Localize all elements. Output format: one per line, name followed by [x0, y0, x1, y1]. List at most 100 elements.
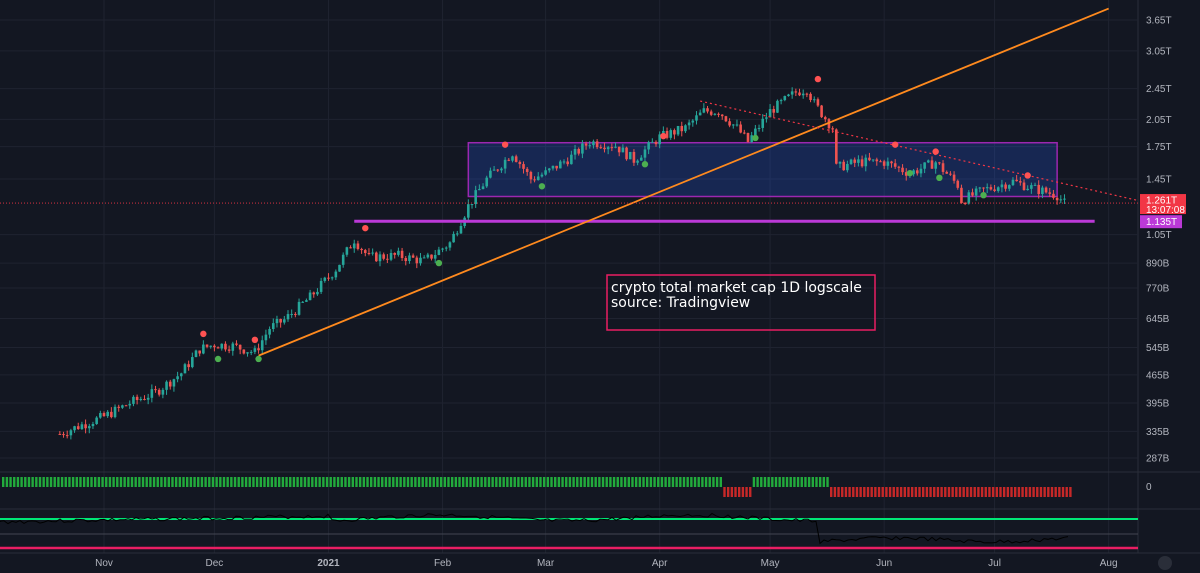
- histogram-bar-positive: [719, 477, 722, 487]
- candle-body: [474, 190, 477, 205]
- candle-body: [367, 253, 371, 255]
- histogram-bar-positive: [572, 477, 575, 487]
- histogram-bar-positive: [395, 477, 399, 487]
- histogram-bar-negative: [1036, 487, 1039, 497]
- candle-body: [584, 143, 588, 146]
- candle-body: [978, 187, 982, 189]
- histogram-bar-negative: [833, 487, 837, 497]
- histogram-bar-positive: [818, 477, 822, 487]
- histogram-bar-positive: [484, 477, 487, 487]
- histogram-bar-positive: [421, 477, 424, 487]
- candle-body: [1019, 181, 1022, 183]
- candle-body: [687, 122, 691, 126]
- candle-body: [544, 170, 547, 175]
- candle-body: [426, 254, 430, 258]
- histogram-bar-positive: [370, 477, 373, 487]
- histogram-bar-negative: [999, 487, 1002, 497]
- histogram-bar-negative: [922, 487, 925, 497]
- candle-body: [503, 159, 507, 169]
- candle-body: [352, 243, 356, 249]
- histogram-bar-positive: [263, 477, 266, 487]
- histogram-bar-positive: [230, 477, 233, 487]
- histogram-bar-positive: [447, 477, 450, 487]
- candle-body: [919, 168, 923, 174]
- histogram-bar-positive: [38, 477, 42, 487]
- histogram-bar-positive: [94, 477, 97, 487]
- histogram-bar-positive: [657, 477, 660, 487]
- candle-body: [91, 423, 95, 427]
- histogram-bar-positive: [704, 477, 708, 487]
- candle-body: [706, 108, 709, 112]
- histogram-bar-positive: [782, 477, 785, 487]
- histogram-bar-positive: [358, 477, 362, 487]
- histogram-bar-positive: [579, 477, 583, 487]
- candle-body: [157, 389, 161, 395]
- histogram-bar-positive: [465, 477, 469, 487]
- histogram-bar-positive: [469, 477, 472, 487]
- histogram-bar-negative: [866, 487, 870, 497]
- candle-body: [110, 411, 113, 418]
- candle-body: [772, 109, 776, 113]
- histogram-bar-positive: [767, 477, 770, 487]
- histogram-bar-negative: [984, 487, 987, 497]
- candle-body: [408, 255, 411, 262]
- candle-body: [790, 91, 794, 95]
- histogram-bar-positive: [237, 477, 240, 487]
- histogram-bar-positive: [576, 477, 579, 487]
- histogram-bar-positive: [278, 477, 281, 487]
- candle-body: [805, 93, 809, 95]
- histogram-bar-positive: [226, 477, 229, 487]
- histogram-bar-positive: [90, 477, 93, 487]
- annotation-line-2: source: Tradingview: [611, 295, 750, 311]
- candle-body: [794, 91, 798, 93]
- histogram-bar-positive: [46, 477, 49, 487]
- histogram-bar-positive: [68, 477, 71, 487]
- candle-body: [651, 141, 654, 143]
- candle-body: [279, 319, 282, 323]
- histogram-bar-negative: [951, 487, 954, 497]
- histogram-bar-positive: [778, 477, 781, 487]
- histogram-bar-negative: [1014, 487, 1017, 497]
- histogram-bar-positive: [495, 477, 498, 487]
- candle-body: [437, 249, 441, 255]
- histogram-bar-positive: [502, 477, 505, 487]
- candle-body: [382, 254, 385, 259]
- candle-body: [319, 280, 323, 292]
- candle-body: [1033, 184, 1037, 186]
- histogram-bar-positive: [774, 477, 778, 487]
- x-tick-label: 2021: [317, 558, 340, 569]
- histogram-bar-positive: [785, 477, 789, 487]
- histogram-bar-positive: [432, 477, 435, 487]
- histogram-bar-negative: [1006, 487, 1010, 497]
- histogram-bar-negative: [1002, 487, 1006, 497]
- candle-body: [551, 165, 555, 169]
- histogram-bar-negative: [852, 487, 855, 497]
- histogram-bar-positive: [815, 477, 818, 487]
- candle-body: [927, 160, 930, 163]
- candle-body: [724, 116, 728, 122]
- histogram-bar-positive: [528, 477, 531, 487]
- candle-body: [529, 171, 533, 180]
- sell-signal-dot: [932, 148, 939, 155]
- histogram-bar-positive: [24, 477, 27, 487]
- histogram-bar-positive: [347, 477, 351, 487]
- x-tick-label: Apr: [652, 558, 668, 569]
- y-tick-label: 3.05T: [1146, 46, 1172, 57]
- candle-body: [80, 424, 84, 430]
- histogram-bar-negative: [881, 487, 884, 497]
- candle-body: [923, 162, 926, 169]
- histogram-bar-positive: [333, 477, 336, 487]
- candle-body: [952, 174, 956, 181]
- candle-body: [411, 255, 415, 258]
- histogram-bar-positive: [244, 477, 248, 487]
- candle-body: [893, 163, 897, 167]
- candle-body: [238, 344, 242, 350]
- x-tick-label: Jun: [876, 558, 892, 569]
- histogram-bar-positive: [156, 477, 159, 487]
- indicator-histogram: [2, 477, 1072, 497]
- candle-body: [643, 149, 647, 158]
- candle-body: [397, 250, 400, 255]
- histogram-bar-negative: [977, 487, 980, 497]
- y-tick-label: 395B: [1146, 398, 1170, 409]
